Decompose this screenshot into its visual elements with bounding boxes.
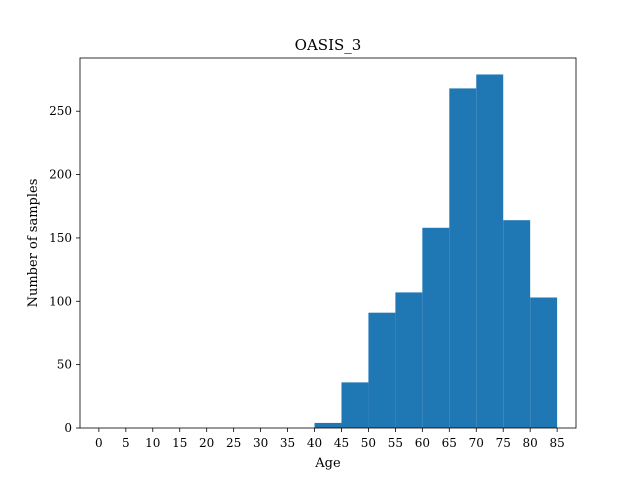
y-tick-label: 200 (49, 168, 72, 182)
x-tick-label: 25 (226, 436, 241, 450)
x-tick-label: 0 (95, 436, 103, 450)
x-tick-label: 85 (549, 436, 564, 450)
x-tick-label: 70 (469, 436, 484, 450)
x-tick-label: 10 (145, 436, 160, 450)
x-tick-label: 40 (307, 436, 322, 450)
x-tick-label: 45 (334, 436, 349, 450)
x-tick-label: 15 (172, 436, 187, 450)
x-tick-label: 55 (388, 436, 403, 450)
bar-45-50 (341, 382, 369, 428)
bar-60-65 (422, 227, 450, 428)
x-tick-label: 60 (415, 436, 430, 450)
x-axis-label: Age (314, 456, 341, 471)
y-axis-label: Number of samples (26, 179, 41, 308)
x-tick-label: 20 (199, 436, 214, 450)
bar-55-60 (395, 292, 423, 428)
chart-title: OASIS_3 (295, 36, 362, 54)
y-tick-label: 100 (49, 294, 72, 308)
bar-40-45 (314, 422, 342, 428)
x-axis-ticks: 0 5 10 15 20 25 30 35 40 45 50 55 60 65 70 75 80 85 (95, 428, 565, 450)
x-tick-label: 80 (523, 436, 538, 450)
plot-frame (79, 57, 577, 429)
bars-group (314, 74, 558, 429)
y-axis-ticks: 0 50 100 150 200 250 (49, 104, 80, 435)
bar-70-75 (476, 74, 504, 429)
y-tick-label: 150 (49, 231, 72, 245)
y-tick-label: 250 (49, 104, 72, 118)
x-tick-label: 75 (496, 436, 511, 450)
y-tick-label: 0 (64, 421, 72, 435)
y-tick-label: 50 (57, 358, 72, 372)
bar-80-85 (530, 297, 558, 428)
x-tick-label: 30 (253, 436, 268, 450)
bar-65-70 (449, 88, 477, 429)
x-tick-label: 5 (122, 436, 130, 450)
bar-50-55 (368, 312, 396, 428)
x-tick-label: 50 (361, 436, 376, 450)
x-tick-label: 65 (442, 436, 457, 450)
x-tick-label: 35 (280, 436, 295, 450)
bar-75-80 (503, 220, 531, 428)
